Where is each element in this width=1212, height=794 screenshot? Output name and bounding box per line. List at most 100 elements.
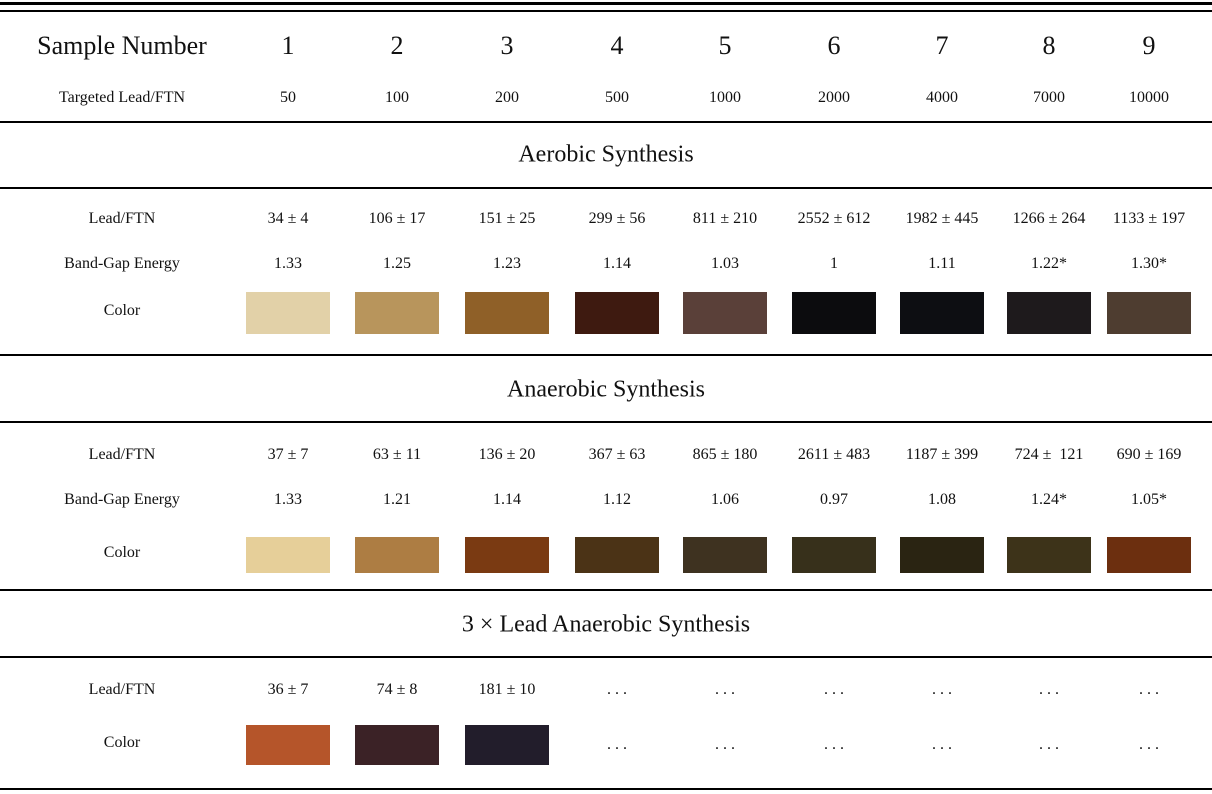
- sample-number: 5: [719, 31, 732, 61]
- cell: 1133 ± 197: [1113, 210, 1185, 228]
- cell: 1.11: [928, 255, 955, 273]
- rule: [0, 354, 1212, 356]
- cell: 1.06: [711, 491, 739, 509]
- target-value: 100: [385, 89, 409, 107]
- color-swatch: [246, 537, 330, 573]
- color-swatch: [900, 537, 984, 573]
- cell: 1.22*: [1031, 255, 1067, 273]
- cell: . . .: [932, 681, 952, 699]
- sample-number: 3: [501, 31, 514, 61]
- row-label: Band-Gap Energy: [64, 491, 180, 509]
- placeholder: . . .: [715, 736, 735, 754]
- sample-number: 6: [828, 31, 841, 61]
- color-swatch: [465, 725, 549, 765]
- color-swatch: [683, 537, 767, 573]
- sample-number: 7: [936, 31, 949, 61]
- cell: . . .: [715, 681, 735, 699]
- cell: 1.23: [493, 255, 521, 273]
- cell: . . .: [607, 681, 627, 699]
- target-value: 50: [280, 89, 296, 107]
- rule: [0, 2, 1212, 5]
- cell: 136 ± 20: [479, 446, 536, 464]
- cell: 690 ± 169: [1117, 446, 1182, 464]
- color-swatch: [683, 292, 767, 334]
- rule: [0, 121, 1212, 123]
- color-swatch: [246, 292, 330, 334]
- cell: 2611 ± 483: [798, 446, 870, 464]
- cell: . . .: [1139, 681, 1159, 699]
- cell: 1.33: [274, 255, 302, 273]
- cell: 36 ± 7: [268, 681, 309, 699]
- cell: 724 ± 121: [1015, 446, 1084, 464]
- cell: 181 ± 10: [479, 681, 536, 699]
- cell: 1982 ± 445: [906, 210, 979, 228]
- row-label: Lead/FTN: [89, 446, 156, 464]
- sample-number: 9: [1143, 31, 1156, 61]
- cell: 74 ± 8: [377, 681, 418, 699]
- color-swatch: [792, 292, 876, 334]
- cell: 1.25: [383, 255, 411, 273]
- color-swatch: [1107, 537, 1191, 573]
- rule: [0, 656, 1212, 658]
- color-swatch: [246, 725, 330, 765]
- row-label: Band-Gap Energy: [64, 255, 180, 273]
- color-swatch: [1007, 292, 1091, 334]
- color-swatch: [792, 537, 876, 573]
- color-swatch: [465, 292, 549, 334]
- rule: [0, 589, 1212, 591]
- placeholder: . . .: [1039, 736, 1059, 754]
- cell: 0.97: [820, 491, 848, 509]
- cell: 1.14: [603, 255, 631, 273]
- rule: [0, 187, 1212, 189]
- cell: 865 ± 180: [693, 446, 758, 464]
- target-value: 7000: [1033, 89, 1065, 107]
- color-swatch: [900, 292, 984, 334]
- cell: 1.05*: [1131, 491, 1167, 509]
- target-value: 500: [605, 89, 629, 107]
- cell: 811 ± 210: [693, 210, 757, 228]
- cell: 367 ± 63: [589, 446, 646, 464]
- color-swatch: [355, 292, 439, 334]
- cell: 299 ± 56: [589, 210, 646, 228]
- cell: . . .: [1039, 681, 1059, 699]
- header-label: Sample Number: [37, 31, 207, 61]
- color-swatch: [1107, 292, 1191, 334]
- section-title: 3 × Lead Anaerobic Synthesis: [462, 612, 750, 639]
- cell: 1: [830, 255, 838, 273]
- row-label: Color: [104, 544, 140, 562]
- color-swatch: [465, 537, 549, 573]
- cell: 1.08: [928, 491, 956, 509]
- row-label: Lead/FTN: [89, 210, 156, 228]
- cell: 1266 ± 264: [1013, 210, 1086, 228]
- sample-number: 2: [391, 31, 404, 61]
- rule: [0, 10, 1212, 12]
- color-swatch: [575, 292, 659, 334]
- target-value: 1000: [709, 89, 741, 107]
- cell: 1.12: [603, 491, 631, 509]
- cell: 1187 ± 399: [906, 446, 978, 464]
- row-label: Lead/FTN: [89, 681, 156, 699]
- cell: 106 ± 17: [369, 210, 426, 228]
- sample-number: 1: [282, 31, 295, 61]
- cell: 151 ± 25: [479, 210, 536, 228]
- cell: 63 ± 11: [373, 446, 421, 464]
- cell: . . .: [824, 681, 844, 699]
- placeholder: . . .: [824, 736, 844, 754]
- sample-number: 4: [611, 31, 624, 61]
- target-value: 10000: [1129, 89, 1169, 107]
- row-label: Color: [104, 302, 140, 320]
- target-value: 200: [495, 89, 519, 107]
- rule: [0, 421, 1212, 423]
- section-title: Anaerobic Synthesis: [507, 377, 705, 404]
- placeholder: . . .: [607, 736, 627, 754]
- target-value: 4000: [926, 89, 958, 107]
- table-page: Sample Number 1 2 3 4 5 6 7 8 9 Targeted Lead/FTN 5…: [0, 0, 1212, 794]
- target-label: Targeted Lead/FTN: [59, 89, 185, 107]
- placeholder: . . .: [1139, 736, 1159, 754]
- sample-number: 8: [1043, 31, 1056, 61]
- placeholder: . . .: [932, 736, 952, 754]
- cell: 1.03: [711, 255, 739, 273]
- cell: 1.14: [493, 491, 521, 509]
- cell: 1.30*: [1131, 255, 1167, 273]
- color-swatch: [575, 537, 659, 573]
